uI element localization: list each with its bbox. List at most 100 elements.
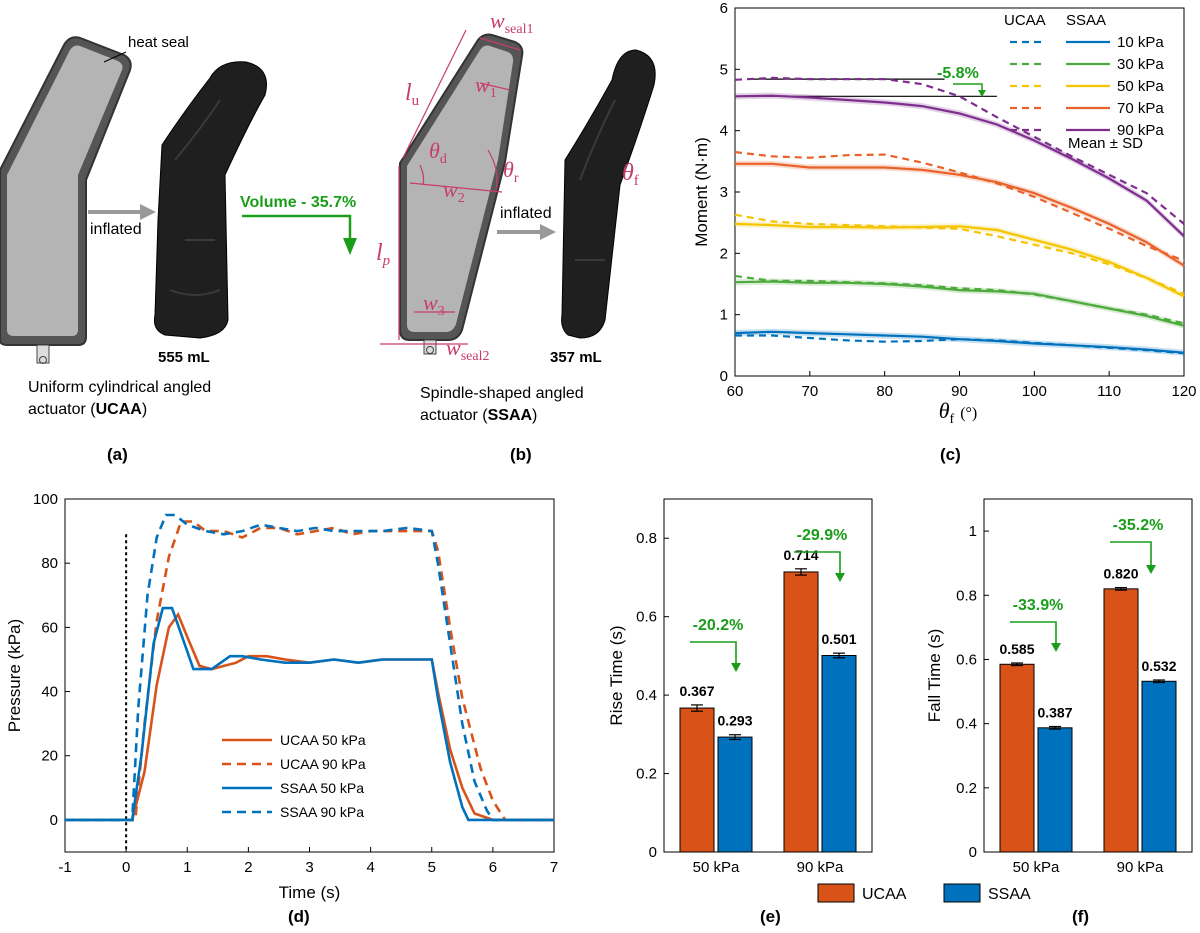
y-tick-label: 0 [50, 812, 58, 829]
x-tick-label: 90 kPa [1117, 859, 1164, 876]
dim-lp: lp [376, 240, 391, 269]
y-tick-label: 40 [41, 684, 58, 701]
data-label: 0.367 [679, 683, 714, 699]
y-axis-label: Fall Time (s) [925, 629, 944, 723]
legend-label-3: SSAA 90 kPa [280, 804, 364, 820]
dim-w-seal2: wseal2 [446, 335, 489, 364]
y-tick-label: 0.6 [956, 651, 977, 668]
bar-ssaa-0 [1037, 727, 1073, 853]
y-tick-label: 80 [41, 555, 58, 572]
caption-a-line2: actuator (UCAA) [28, 401, 147, 418]
y-tick-label: 0 [720, 368, 728, 385]
panel-tag-a: (a) [107, 445, 128, 464]
x-tick-label: 80 [876, 383, 893, 400]
caption-a-line1: Uniform cylindrical angled [28, 379, 211, 396]
annotation-arrowhead [1146, 565, 1156, 574]
bar-ucaa-1 [1103, 588, 1139, 853]
panel-tag-b: (b) [510, 445, 532, 464]
y-tick-label: 0.8 [956, 587, 977, 604]
volume-label-b: 357 mL [550, 349, 602, 366]
x-axis-label: Time (s) [279, 883, 341, 902]
y-tick-label: 4 [720, 123, 728, 140]
caption-b-line1: Spindle-shaped angled [420, 385, 584, 402]
series-ucaa-p90 [734, 76, 1185, 225]
y-tick-label: 6 [720, 0, 728, 17]
panel-tag-f: (f) [1072, 907, 1089, 926]
x-tick-label: 2 [244, 859, 252, 876]
y-tick-label: 5 [720, 61, 728, 78]
sd-band-p30 [735, 278, 1184, 329]
data-label: 0.387 [1037, 705, 1072, 721]
series-ssaa-90-kpa [65, 513, 554, 822]
dim-theta-d: θd [429, 138, 447, 167]
data-label: 0.585 [999, 641, 1034, 657]
y-tick-label: 0.6 [636, 609, 657, 626]
dim-theta-r: θr [503, 157, 519, 186]
x-tick-label: 0 [122, 859, 130, 876]
y-tick-label: 1 [969, 523, 977, 540]
dim-lu: lu [405, 80, 420, 109]
dim-w-seal1: wseal1 [490, 8, 533, 37]
inflated-arrow-b [540, 224, 556, 240]
y-tick-label: 0.4 [636, 687, 657, 704]
annotation-arrow [1110, 541, 1152, 566]
x-tick-label: -1 [58, 859, 71, 876]
sd-band-p10 [735, 328, 1184, 356]
x-tick-label: 60 [727, 383, 744, 400]
x-tick-label: 7 [550, 859, 558, 876]
series-ssaa-p30 [734, 280, 1185, 327]
legend-label-p10: 10 kPa [1117, 34, 1164, 51]
x-tick-label: 5 [428, 859, 436, 876]
data-label: 0.714 [783, 547, 818, 563]
legend-label-p90: 90 kPa [1117, 122, 1164, 139]
inflated-label-b: inflated [500, 205, 552, 222]
x-tick-label: 3 [305, 859, 313, 876]
volume-change-annotation: Volume - 35.7% [240, 194, 357, 255]
inflated-label-a: inflated [90, 221, 142, 238]
chart-e-rise-time: 0 0.2 0.4 0.6 0.8 Rise Time (s) 50 kPa 0.3670.2… [607, 498, 873, 876]
dim-theta-f: θf [622, 160, 639, 189]
legend-label-p50: 50 kPa [1117, 78, 1164, 95]
dim-w3: w3 [423, 290, 445, 319]
panel-tag-d: (d) [288, 907, 310, 926]
y-tick-label: 3 [720, 184, 728, 201]
bar-ucaa-0 [679, 707, 715, 853]
bar-legend-label-ssaa: SSAA [988, 886, 1031, 903]
x-tick-label: 50 kPa [1013, 859, 1060, 876]
y-axis-label: Moment (N·m) [692, 137, 711, 247]
y-tick-label: 0.4 [956, 716, 977, 733]
x-tick-label: 50 kPa [693, 859, 740, 876]
x-tick-label: 90 kPa [797, 859, 844, 876]
x-tick-label: 110 [1097, 383, 1121, 400]
legend-label-1: UCAA 90 kPa [280, 756, 366, 772]
x-tick-label: 1 [183, 859, 191, 876]
data-label: 0.820 [1103, 566, 1138, 582]
y-tick-label: 0.2 [636, 766, 657, 783]
heat-seal-label: heat seal [128, 34, 189, 51]
y-axis-label: Pressure (kPa) [5, 619, 24, 732]
legend-label-p30: 30 kPa [1117, 56, 1164, 73]
annotation-e-1: -29.9% [797, 527, 848, 544]
chart-d-pressure: -1 0 1 2 3 4 5 6 7 0 20 40 60 80 100 Pressure (kPa) Time… [5, 491, 558, 902]
data-label: 0.501 [821, 631, 856, 647]
legend-label-p70: 70 kPa [1117, 100, 1164, 117]
annotation-arrow [1010, 621, 1057, 644]
y-axis-label: Rise Time (s) [607, 625, 626, 725]
chart-c-moment: 60 70 80 90 100 110 120 0 1 2 3 4 5 6 Moment (N·m) θf (°… [692, 0, 1197, 427]
legend-c: UCAA SSAA 10 kPa 30 kPa 50 kPa 70 kPa 90 kPaMe… [1004, 12, 1164, 152]
y-tick-label: 0.8 [636, 530, 657, 547]
annotation-f-1: -35.2% [1113, 517, 1164, 534]
x-tick-label: 6 [489, 859, 497, 876]
ucaa-inner-area [7, 45, 123, 336]
y-tick-label: 20 [41, 748, 58, 765]
ssaa-inner-area [407, 45, 514, 332]
series-ssaa-p50 [734, 222, 1185, 298]
series-ucaa-50-kpa [65, 611, 554, 822]
bar-legend-swatch-ucaa [817, 883, 855, 903]
series-ucaa-p70 [734, 151, 1185, 262]
annotation-c: -5.8% [937, 65, 979, 82]
annotation-c-arrow [953, 83, 983, 92]
chart-f-fall-time: 0 0.2 0.4 0.6 0.8 1 Fall Time (s) 50 kPa 0.585 0.… [925, 498, 1193, 876]
bar-ucaa-0 [999, 663, 1035, 853]
